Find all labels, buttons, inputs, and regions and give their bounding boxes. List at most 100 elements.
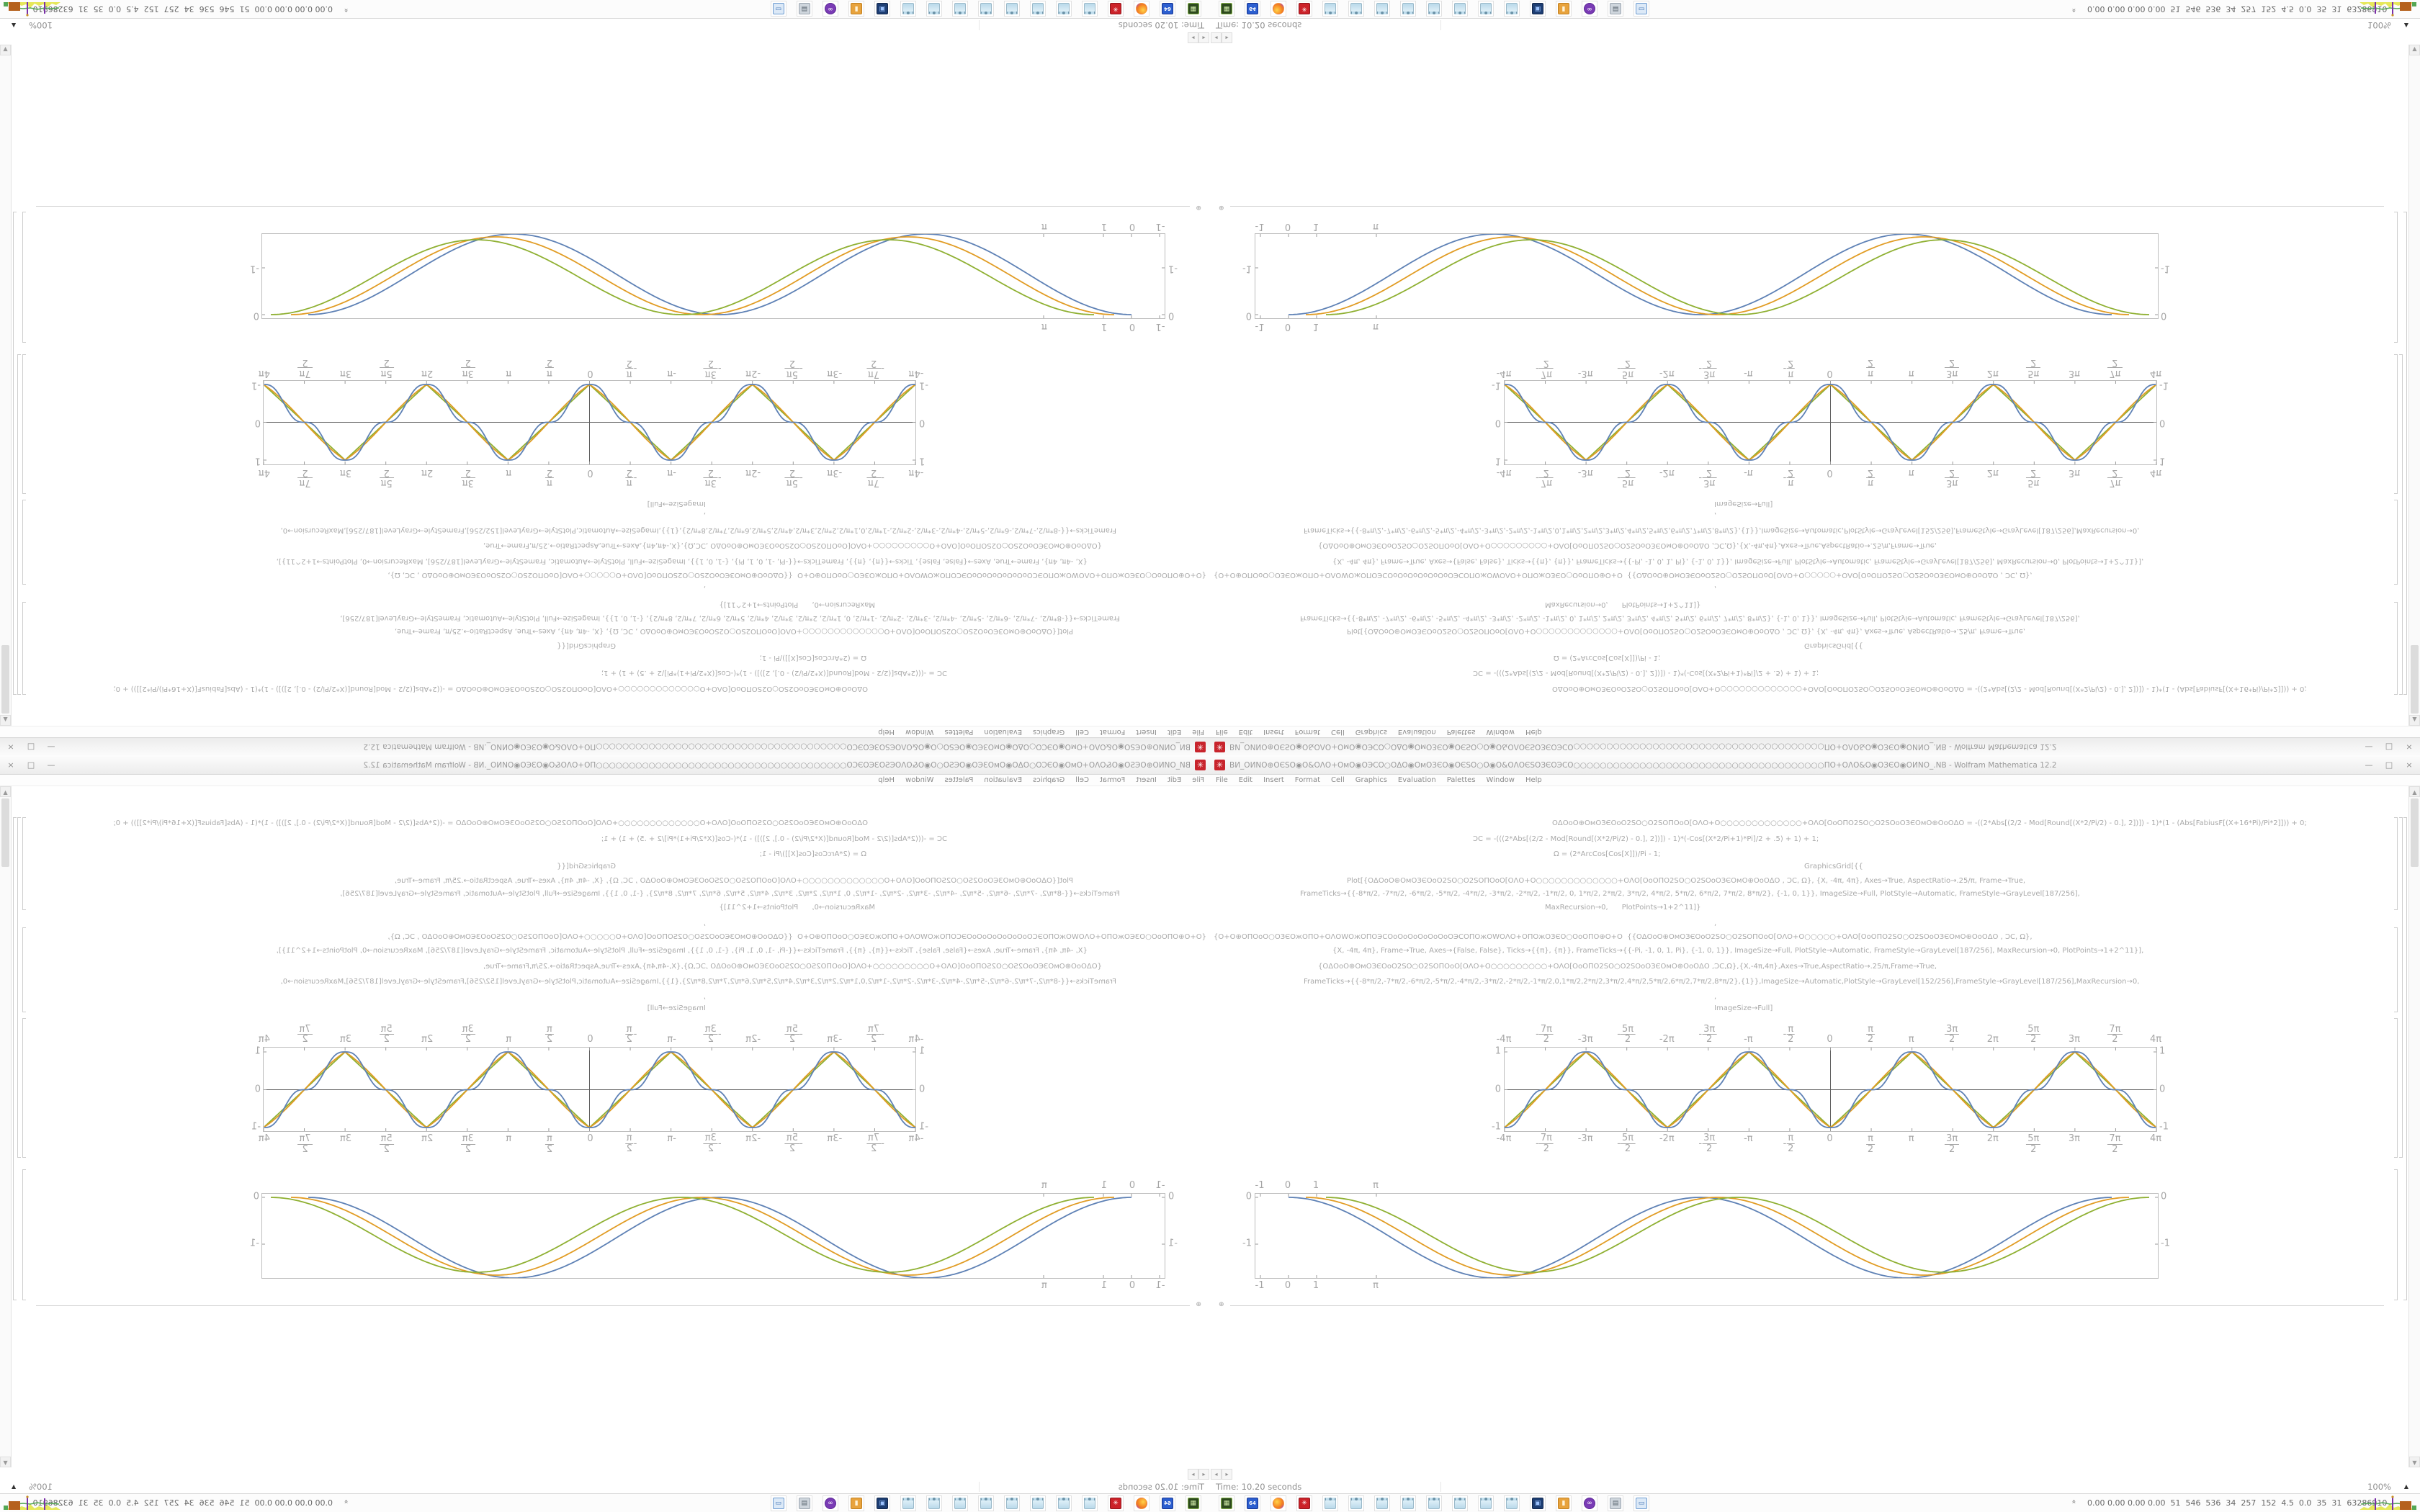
- menu-format[interactable]: Format: [1099, 728, 1126, 736]
- cell-bracket[interactable]: [22, 817, 26, 910]
- vertical-scrollbar[interactable]: ▲ ▼: [0, 45, 12, 726]
- magnification-caret-icon[interactable]: ▲: [12, 22, 17, 29]
- taskbar-item-window-app[interactable]: ▭: [771, 1, 786, 17]
- taskbar-item-folder[interactable]: ▮: [848, 1495, 864, 1511]
- taskbar-item-notepad[interactable]: [978, 1, 994, 17]
- code-line[interactable]: {Ο+Ο⊕ΟΠΟοΟ○ΟЗЄΟжΟΠΟ+ΟΛΟWΟжΟΠΟЭCΟοΟοΟοΟοΟ…: [1214, 571, 2033, 579]
- taskbar-item-notepad[interactable]: [926, 1, 942, 17]
- scroll-up-icon[interactable]: ▲: [2409, 715, 2420, 726]
- vertical-scrollbar[interactable]: ▲ ▼: [2408, 786, 2420, 1467]
- code-line[interactable]: Plot[{ΟΔΟοΟ⊕ΟмΟЗЄΟοΟ2SΟ○Ο2SΟΠΟοΟ[ΟΛΟ+Ο○○…: [394, 877, 1073, 885]
- taskbar-item-folder[interactable]: ▮: [848, 1, 864, 17]
- taskbar-item-firefox[interactable]: [1134, 1, 1150, 17]
- cell-insertion-plus-icon[interactable]: ⊕: [1196, 204, 1201, 211]
- code-line[interactable]: MaxRecursion→0, PlotPoints→1+2^11]}: [1545, 904, 1701, 912]
- cell-bracket[interactable]: [22, 1018, 26, 1158]
- code-line[interactable]: {Ο+Ο⊕ΟΠΟοΟ○ΟЗЄΟжΟΠΟ+ΟΛΟWΟжΟΠΟЭCΟοΟοΟοΟοΟ…: [387, 933, 1206, 941]
- restore-button[interactable]: □: [27, 760, 35, 770]
- menu-graphics[interactable]: Graphics: [1355, 728, 1387, 736]
- taskbar-item-notepad[interactable]: [1030, 1, 1046, 17]
- tray-expander-icon[interactable]: «: [342, 1499, 351, 1504]
- menu-insert[interactable]: Insert: [1263, 728, 1284, 736]
- code-line[interactable]: {X, -4π, 4π}, Frame→True, Axes→{False, F…: [276, 947, 1088, 955]
- minimize-button[interactable]: —: [47, 760, 55, 770]
- code-line[interactable]: ,: [1714, 511, 1717, 519]
- magnification-caret-icon[interactable]: ▲: [2403, 22, 2408, 29]
- code-line[interactable]: ,: [1714, 919, 1717, 927]
- menu-palettes[interactable]: Palettes: [944, 728, 974, 736]
- cell-bracket[interactable]: [22, 354, 26, 494]
- menu-edit[interactable]: Edit: [1238, 776, 1253, 784]
- menu-insert[interactable]: Insert: [1263, 776, 1284, 784]
- taskbar-item-purple-avatar[interactable]: ∞: [823, 1, 838, 17]
- cell-bracket[interactable]: [2394, 1018, 2398, 1158]
- vertical-scrollbar-thumb[interactable]: [2411, 798, 2419, 867]
- code-line[interactable]: Plot[{ΟΔΟοΟ⊕ΟмΟЗЄΟοΟ2SΟ○Ο2SΟΠΟοΟ[ΟΛΟ+Ο○○…: [1347, 627, 2026, 635]
- cell-bracket[interactable]: [13, 817, 17, 1300]
- cell-bracket[interactable]: [17, 817, 21, 1158]
- horizontal-scrollbar[interactable]: ◂ ▸: [1210, 1467, 2420, 1481]
- scroll-left-icon[interactable]: ◂: [1211, 32, 1222, 43]
- scroll-right-icon[interactable]: ▸: [1222, 32, 1232, 43]
- magnification-control[interactable]: 100%: [29, 1482, 53, 1492]
- close-button[interactable]: ×: [7, 760, 14, 770]
- cell-bracket[interactable]: [2403, 817, 2407, 1300]
- scroll-up-icon[interactable]: ▲: [0, 786, 11, 797]
- taskbar-item-notepad[interactable]: [1322, 1495, 1338, 1511]
- menu-help[interactable]: Help: [878, 728, 895, 736]
- menu-insert[interactable]: Insert: [1136, 728, 1157, 736]
- taskbar-item-purple-avatar[interactable]: ∞: [823, 1495, 838, 1511]
- cell-bracket[interactable]: [22, 927, 26, 1012]
- minimize-button[interactable]: —: [47, 742, 55, 752]
- cell-bracket[interactable]: [22, 602, 26, 695]
- taskbar-item-notepad[interactable]: [1082, 1495, 1098, 1511]
- code-line[interactable]: Ω = (2*ArcCos[Cos[X]])/Pi - 1;: [759, 654, 866, 662]
- code-line[interactable]: MaxRecursion→0, PlotPoints→1+2^11]}: [1545, 600, 1701, 608]
- cell-bracket[interactable]: [13, 212, 17, 695]
- taskbar-item-monitor-camera[interactable]: ▣: [874, 1495, 890, 1511]
- menu-graphics[interactable]: Graphics: [1355, 776, 1387, 784]
- taskbar-item-window-app[interactable]: ▭: [1634, 1495, 1649, 1511]
- cell-insertion-plus-icon[interactable]: ⊕: [1219, 204, 1224, 211]
- magnification-caret-icon[interactable]: ▲: [12, 1483, 17, 1490]
- scroll-down-icon[interactable]: ▼: [2409, 1457, 2420, 1467]
- taskbar-item-notepad[interactable]: [952, 1, 968, 17]
- taskbar-item-printer[interactable]: ▤: [797, 1495, 812, 1511]
- vertical-scrollbar[interactable]: ▲ ▼: [2408, 45, 2420, 726]
- vertical-scrollbar-thumb[interactable]: [1, 798, 9, 867]
- horizontal-scrollbar[interactable]: ◂ ▸: [1210, 31, 2420, 45]
- menu-window[interactable]: Window: [1486, 728, 1515, 736]
- menu-evaluation[interactable]: Evaluation: [1397, 776, 1436, 784]
- taskbar-item-floppy-64[interactable]: 64: [1160, 1495, 1175, 1511]
- menu-edit[interactable]: Edit: [1167, 776, 1182, 784]
- taskbar-item-notepad[interactable]: [1478, 1495, 1494, 1511]
- code-line[interactable]: {ΟΔΟοΟ⊕ΟмΟЗЄΟοΟ2SΟ○Ο2SΟΠΟοΟ[ΟΛΟ+Ο○○○○○○○…: [483, 963, 1102, 971]
- code-line[interactable]: {ΟΔΟοΟ⊕ΟмΟЗЄΟοΟ2SΟ○Ο2SΟΠΟοΟ[ΟΛΟ+Ο○○○○○○○…: [483, 541, 1102, 549]
- code-line[interactable]: ImageSize→Full]: [647, 1004, 706, 1012]
- code-line[interactable]: ΟΔΟοΟ⊕ΟмΟЗЄΟοΟ2SΟ○Ο2SΟΠΟοΟ[ΟΛΟ+Ο○○○○○○○○…: [1552, 685, 2307, 693]
- close-button[interactable]: ×: [2406, 742, 2413, 752]
- title-bar[interactable]: ✳ ВИ_ΟИNΟ⊕ΟЄSΟ◉Ο&ΟΛΟ+ΟмΟ◉ΟЭCΟ○ΟΔΟ◉ΟмΟЗЄΟ…: [1210, 756, 2420, 775]
- scroll-down-icon[interactable]: ▼: [0, 1457, 11, 1467]
- code-line[interactable]: MaxRecursion→0, PlotPoints→1+2^11]}: [719, 904, 875, 912]
- magnification-control[interactable]: 100%: [29, 20, 53, 30]
- taskbar-item-notepad[interactable]: [1504, 1, 1520, 17]
- taskbar-item-notepad[interactable]: [1426, 1, 1442, 17]
- cell-bracket[interactable]: [2394, 602, 2398, 695]
- cell-bracket[interactable]: [2394, 212, 2398, 343]
- taskbar-item-notepad[interactable]: [1082, 1, 1098, 17]
- menu-window[interactable]: Window: [1486, 776, 1515, 784]
- code-line[interactable]: Ω = (2*ArcCos[Cos[X]])/Pi - 1;: [1554, 654, 1661, 662]
- code-line[interactable]: {X, -4π, 4π}, Frame→True, Axes→{False, F…: [276, 557, 1088, 565]
- taskbar-item-drive-emulator[interactable]: ▦: [1219, 1495, 1234, 1511]
- code-line[interactable]: GraphicsGrid[{{: [557, 642, 616, 649]
- scroll-right-icon[interactable]: ▸: [1188, 1469, 1198, 1480]
- menu-help[interactable]: Help: [1525, 728, 1542, 736]
- code-line[interactable]: Plot[{ΟΔΟοΟ⊕ΟмΟЗЄΟοΟ2SΟ○Ο2SΟΠΟοΟ[ΟΛΟ+Ο○○…: [1347, 877, 2026, 885]
- cell-bracket[interactable]: [2394, 817, 2398, 910]
- menu-file[interactable]: File: [1192, 728, 1204, 736]
- taskbar-item-notepad[interactable]: [1452, 1495, 1468, 1511]
- taskbar-item-notepad[interactable]: [1004, 1, 1020, 17]
- taskbar-item-monitor-camera[interactable]: ▣: [1530, 1495, 1546, 1511]
- tray-expander-icon[interactable]: «: [342, 8, 351, 13]
